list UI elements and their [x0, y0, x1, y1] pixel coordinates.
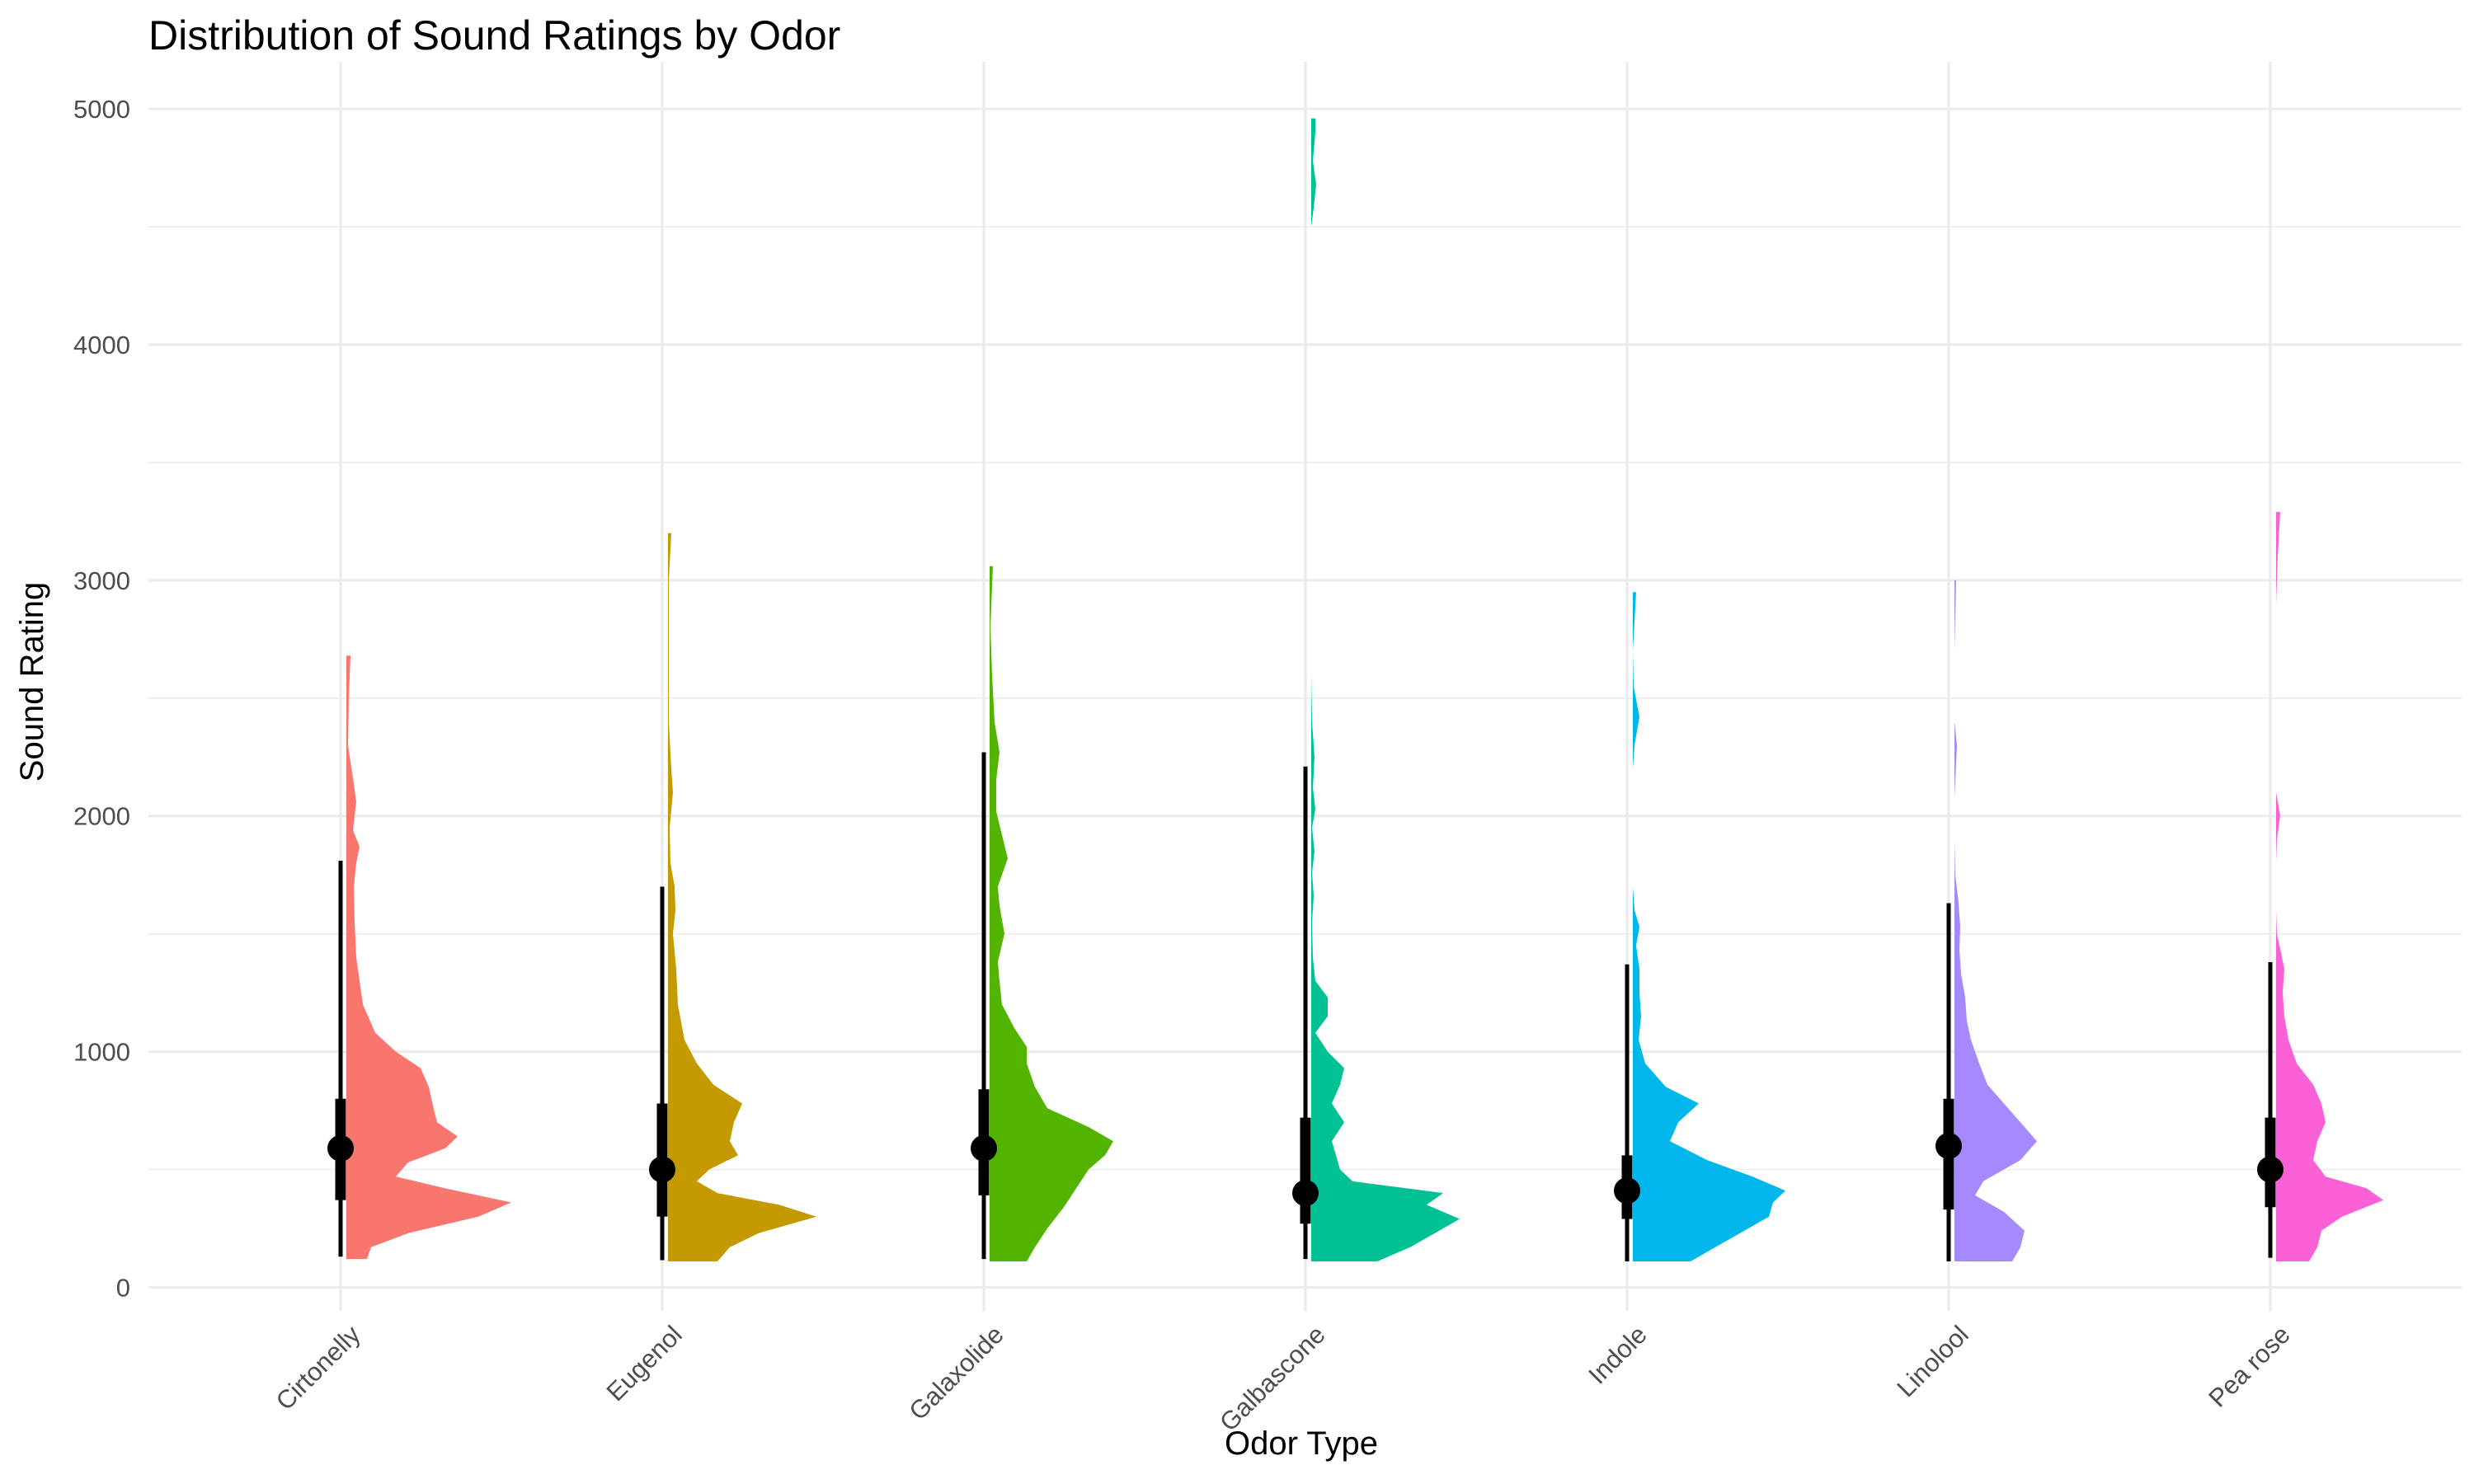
- y-tick-label: 1000: [73, 1038, 130, 1067]
- violin-cirtonelly: [346, 655, 511, 1260]
- violin-pea-rose: [2276, 512, 2383, 1261]
- y-axis-title: Sound Rating: [14, 582, 50, 782]
- violin-galaxolide: [990, 566, 1113, 1261]
- violin-linolool: [1954, 580, 2037, 1261]
- median-point: [1935, 1132, 1962, 1159]
- x-tick-label: Galaxolide: [903, 1320, 1009, 1425]
- x-tick-label: Galbascone: [1214, 1320, 1331, 1437]
- y-tick-label: 0: [116, 1273, 130, 1302]
- y-tick-label: 4000: [73, 331, 130, 359]
- violin-galbascone: [1311, 118, 1460, 1262]
- median-point: [2257, 1156, 2284, 1183]
- violin-indole: [1633, 592, 1785, 1261]
- y-axis-ticks: 0 1000 2000 3000 4000 5000: [73, 95, 130, 1302]
- y-tick-label: 3000: [73, 566, 130, 595]
- violins: [346, 118, 2383, 1262]
- median-point: [1292, 1180, 1319, 1207]
- median-point: [327, 1134, 354, 1162]
- x-axis-ticks: Cirtonelly Eugenol Galaxolide Galbascone Ind…: [270, 1320, 2296, 1437]
- x-tick-label: Linolool: [1891, 1320, 1973, 1402]
- x-tick-label: Cirtonelly: [270, 1320, 366, 1416]
- x-axis-title: Odor Type: [1225, 1425, 1378, 1462]
- box-summaries: [327, 752, 2284, 1261]
- median-point: [971, 1134, 997, 1162]
- violin-eugenol: [668, 533, 816, 1261]
- median-point: [649, 1156, 675, 1183]
- y-tick-label: 2000: [73, 802, 130, 831]
- y-tick-label: 5000: [73, 95, 130, 124]
- x-tick-label: Indole: [1583, 1320, 1652, 1389]
- chart-title: Distribution of Sound Ratings by Odor: [148, 12, 840, 59]
- x-tick-label: Pea rose: [2203, 1320, 2295, 1412]
- x-tick-label: Eugenol: [601, 1320, 688, 1407]
- median-point: [1614, 1177, 1640, 1205]
